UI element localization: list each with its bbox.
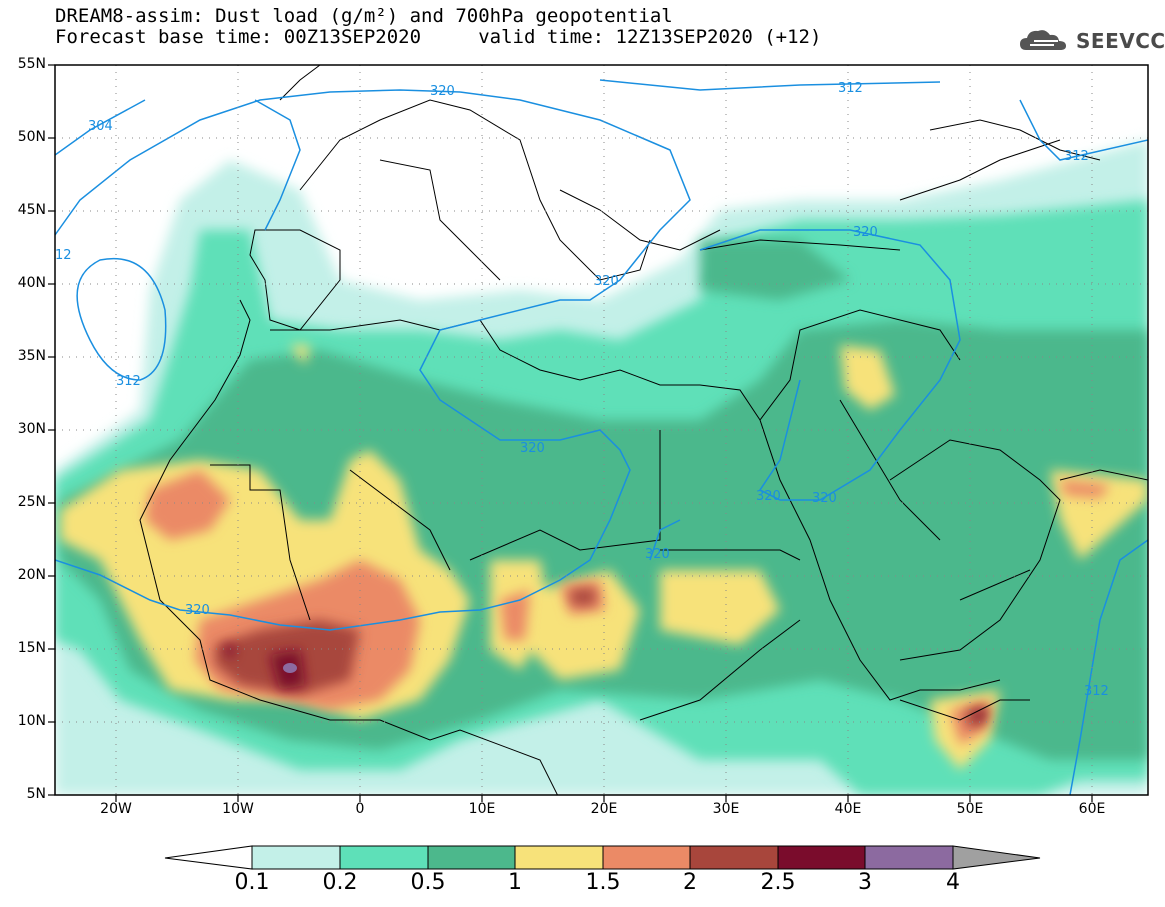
svg-text:312: 312: [1084, 684, 1109, 699]
contour-value-labels: 304 320 312 312 12 320 312 320 320 320 3…: [55, 81, 1109, 699]
colorbar-label: 4: [946, 870, 960, 895]
lon-label: 40E: [834, 801, 862, 817]
colorbar-bin-2: [339, 845, 429, 870]
axis-ticks: [48, 64, 1093, 802]
lon-label: 50E: [956, 801, 984, 817]
svg-text:320: 320: [756, 489, 781, 504]
svg-text:312: 312: [838, 81, 863, 96]
svg-text:320: 320: [594, 274, 619, 289]
graticule: [55, 65, 1148, 795]
colorbar-bin-8: [864, 845, 954, 870]
svg-text:320: 320: [812, 491, 837, 506]
svg-text:320: 320: [520, 441, 545, 456]
lat-label: 35N: [17, 348, 46, 364]
colorbar-label: 3: [858, 870, 872, 895]
svg-text:320: 320: [430, 84, 455, 99]
colorbar-upper-arrow: [952, 845, 1041, 870]
lon-label: 20E: [590, 801, 618, 817]
svg-text:320: 320: [853, 225, 878, 240]
svg-text:312: 312: [116, 374, 141, 389]
lon-label: 10W: [222, 801, 254, 817]
lat-label: 30N: [17, 421, 46, 437]
colorbar-bin-6: [689, 845, 779, 870]
colorbar-label: 1.5: [585, 870, 621, 895]
colorbar-label: 2.5: [760, 870, 796, 895]
forecast-time-subtitle: Forecast base time: 00Z13SEP2020 valid t…: [55, 26, 822, 48]
logo-text: SEEVCCC: [1076, 29, 1165, 53]
cloud-logo-icon: [1020, 30, 1066, 50]
map-title: DREAM8-assim: Dust load (g/m²) and 700hP…: [55, 5, 673, 27]
svg-text:320: 320: [645, 547, 670, 562]
colorbar-bin-7: [777, 845, 866, 870]
lat-label: 55N: [17, 56, 46, 72]
lat-label: 25N: [17, 494, 46, 510]
lat-label: 5N: [26, 786, 46, 802]
colorbar-bin-1: [251, 845, 341, 870]
lon-label: 60E: [1078, 801, 1106, 817]
colorbar-label: 2: [683, 870, 697, 895]
svg-text:12: 12: [55, 248, 72, 263]
colorbar: [164, 845, 1041, 870]
lon-label: 30E: [712, 801, 740, 817]
svg-text:320: 320: [185, 603, 210, 618]
dust-field: 304 320 312 312 12 320 312 320 320 320 3…: [55, 65, 1148, 795]
svg-text:312: 312: [1064, 149, 1089, 164]
colorbar-lower-arrow: [164, 845, 253, 870]
lon-label: 10E: [468, 801, 496, 817]
lat-label: 20N: [17, 567, 46, 583]
lon-label: 0: [355, 801, 365, 817]
lat-label: 40N: [17, 275, 46, 291]
lat-label: 45N: [17, 202, 46, 218]
colorbar-label: 0.1: [234, 870, 270, 895]
geopotential-contours: [55, 79, 1148, 795]
lat-label: 50N: [17, 129, 46, 145]
colorbar-bin-3: [427, 845, 516, 870]
lat-label: 10N: [17, 713, 46, 729]
lon-label: 20W: [100, 801, 132, 817]
svg-text:304: 304: [88, 119, 113, 134]
colorbar-label: 0.2: [322, 870, 358, 895]
colorbar-bin-5: [602, 845, 691, 870]
colorbar-bin-4: [514, 845, 604, 870]
lat-label: 15N: [17, 640, 46, 656]
colorbar-label: 1: [508, 870, 522, 895]
colorbar-label: 0.5: [410, 870, 446, 895]
